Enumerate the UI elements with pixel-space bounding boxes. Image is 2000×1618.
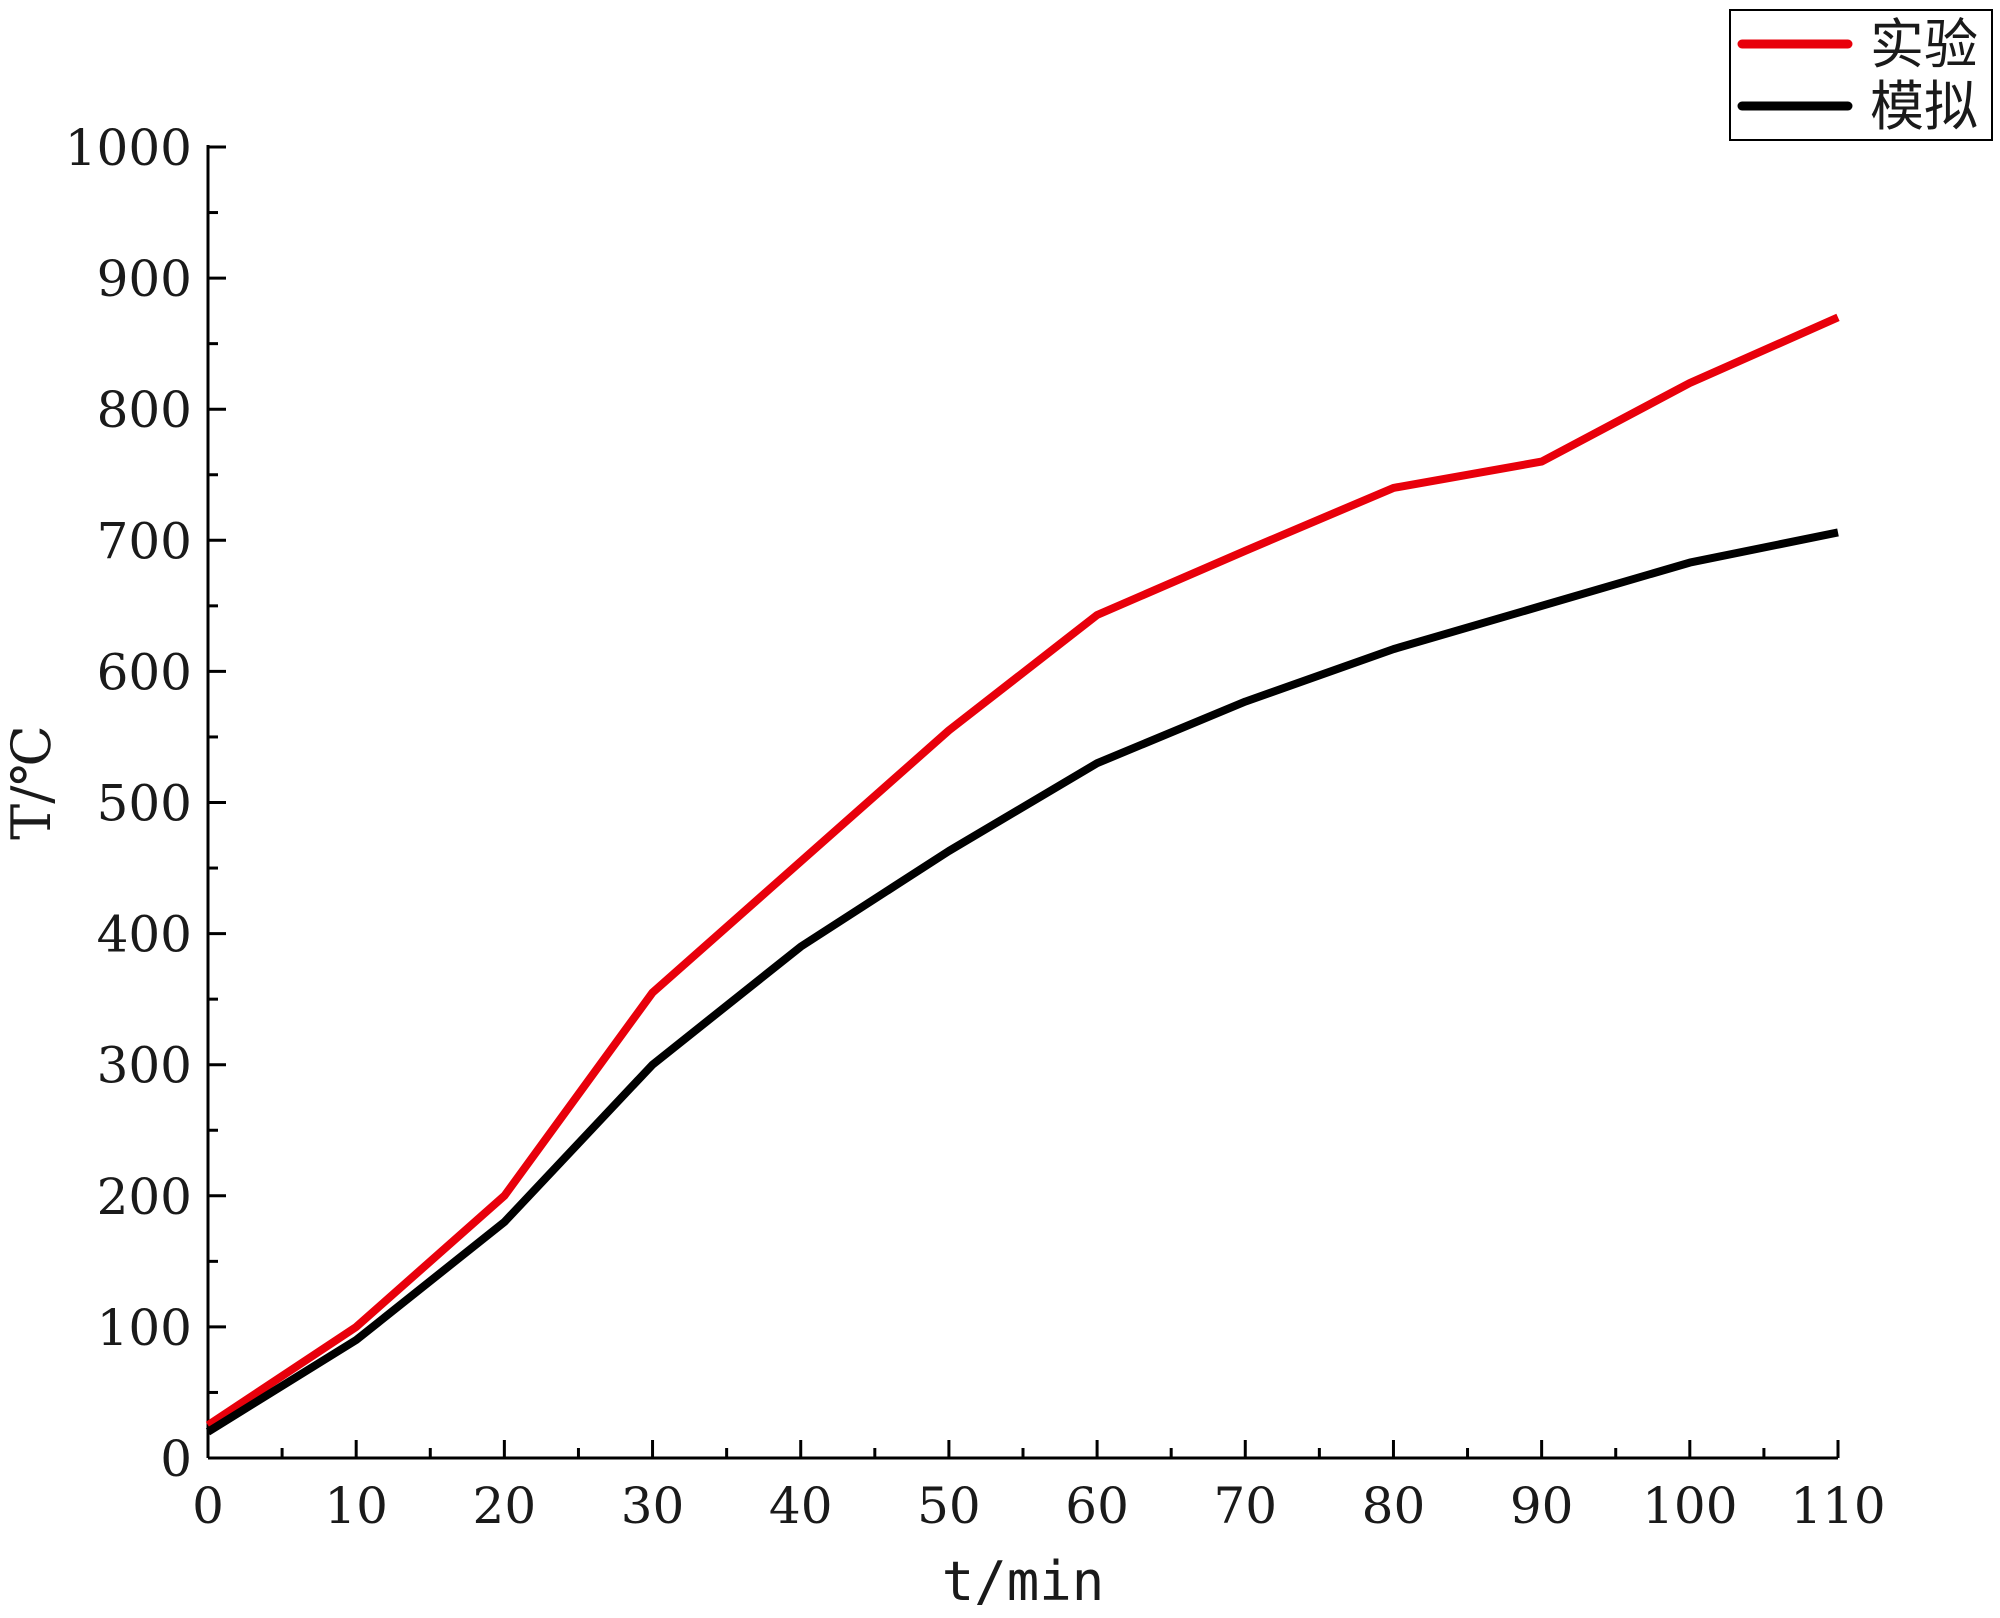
y-tick-label: 1000 [65,119,192,177]
y-tick-label: 900 [97,250,192,308]
legend-label-series-2: 模拟 [1870,75,1978,138]
y-axis-title: T/℃ [0,725,63,840]
y-tick-label: 300 [97,1037,192,1095]
x-tick-label: 50 [917,1477,981,1535]
x-tick-label: 80 [1362,1477,1426,1535]
x-tick-label: 40 [769,1477,833,1535]
x-tick-label: 110 [1790,1477,1885,1535]
x-tick-label: 10 [324,1477,388,1535]
series-line-1 [205,313,1840,1429]
x-tick-label: 20 [473,1477,537,1535]
x-tick-label: 0 [192,1477,224,1535]
y-tick-label: 200 [97,1168,192,1226]
legend-label-series-1: 实验 [1870,13,1978,76]
x-tick-label: 70 [1213,1477,1277,1535]
x-axis-ticks: 0 10 20 30 40 50 60 70 80 90 100 110 [192,1440,1886,1535]
y-tick-label: 700 [97,512,192,570]
y-tick-label: 500 [97,775,192,833]
legend-box [1729,9,1993,141]
y-tick-label: 600 [97,643,192,701]
legend: 实验 模拟 [1729,9,1993,141]
x-tick-label: 90 [1510,1477,1574,1535]
x-axis-title: t/min [942,1550,1105,1613]
y-tick-label: 800 [97,381,192,439]
x-tick-label: 100 [1642,1477,1737,1535]
y-tick-label: 400 [97,906,192,964]
y-tick-label: 0 [160,1430,192,1488]
y-axis-ticks: 0 100 200 300 400 500 600 700 800 900 1000 [65,119,226,1488]
x-tick-label: 30 [621,1477,685,1535]
y-tick-label: 100 [97,1299,192,1357]
series-layer [205,313,1840,1436]
series-line-2 [205,528,1839,1436]
x-tick-label: 60 [1065,1477,1129,1535]
